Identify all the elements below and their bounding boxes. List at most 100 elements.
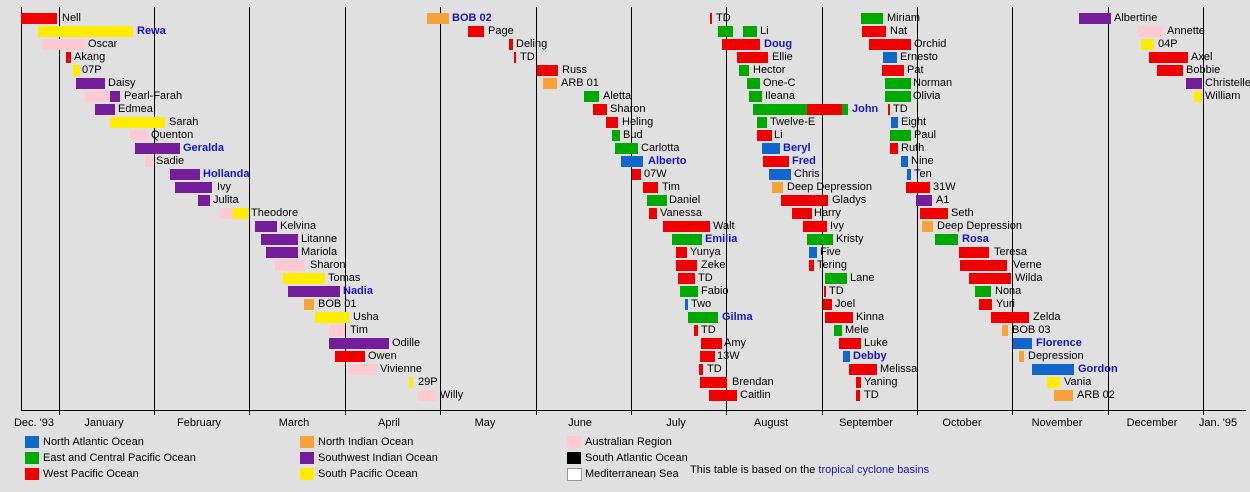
storm-label: Pearl-Farah [124, 90, 183, 102]
storm-bar [315, 312, 349, 323]
storm-label[interactable]: Emilia [705, 233, 738, 245]
storm-bar [233, 208, 249, 219]
storm-label[interactable]: Florence [1036, 337, 1082, 349]
storm-bar [1019, 351, 1024, 362]
storm-bar [427, 13, 449, 24]
storm-bar [606, 117, 618, 128]
storm-bar [329, 338, 389, 349]
storm-bar [781, 195, 828, 206]
storm-label[interactable]: Gilma [722, 311, 753, 323]
storm-bar [1141, 39, 1154, 50]
month-label: January [84, 417, 124, 429]
storm-bar [42, 39, 85, 50]
storm-bar [916, 195, 932, 206]
storm-label: Daisy [108, 77, 136, 89]
footnote: This table is based on the tropical cycl… [690, 464, 929, 476]
storm-label[interactable]: Debby [853, 350, 887, 362]
storm-label[interactable]: Hollanda [203, 168, 250, 180]
storm-label: Norman [913, 77, 953, 89]
storm-bar [1013, 338, 1032, 349]
storm-label[interactable]: Beryl [783, 142, 811, 154]
storm-label: Willy [440, 389, 464, 401]
storm-bar [709, 390, 737, 401]
storm-label: Fabio [701, 285, 729, 297]
storm-label[interactable]: Alberto [648, 155, 687, 167]
storm-bar [825, 273, 847, 284]
storm-label: Vanessa [660, 207, 702, 219]
storm-bar [762, 143, 780, 154]
storm-label: Caitlin [740, 389, 771, 401]
storm-label: One-C [763, 77, 796, 89]
storm-label[interactable]: Fred [792, 155, 816, 167]
storm-label: Sharon [610, 103, 646, 115]
storm-bar [739, 65, 749, 76]
storm-bar [663, 221, 710, 232]
storm-label: Brendan [732, 376, 774, 388]
storm-bar [807, 234, 833, 245]
storm-label: Theodore [251, 207, 299, 219]
storm-label: Ellie [772, 51, 793, 63]
storm-label: Daniel [669, 194, 701, 206]
storm-label: William [1205, 90, 1241, 102]
month-label: December [1126, 417, 1178, 429]
storm-label: Odille [392, 337, 421, 349]
storm-bar [1047, 377, 1060, 388]
storm-bar [1157, 65, 1183, 76]
storm-label[interactable]: Rewa [137, 25, 166, 37]
storm-label: Nona [995, 285, 1022, 297]
storm-bar [110, 91, 120, 102]
legend-swatch-med [567, 468, 582, 481]
legend-swatch-aus [567, 436, 581, 448]
storm-bar [792, 208, 812, 219]
storm-label: Tering [817, 259, 847, 271]
storm-label: Akang [74, 51, 106, 63]
storm-bar [288, 286, 340, 297]
month-gridline [440, 7, 441, 410]
storm-bar [747, 78, 760, 89]
storm-bar [834, 325, 842, 336]
storm-label: TD [716, 12, 731, 24]
storm-label: ARB 02 [1077, 389, 1115, 401]
storm-label: Harry [814, 207, 841, 219]
legend-label: South Atlantic Ocean [585, 452, 688, 464]
storm-bar [418, 390, 436, 401]
tropical-cyclone-basins-link[interactable]: tropical cyclone basins [818, 464, 930, 476]
storm-label: 13W [717, 350, 740, 362]
legend-swatch-ni [300, 436, 314, 448]
storm-bar [856, 377, 861, 388]
storm-label: Ivy [830, 220, 845, 232]
storm-label: Mariola [301, 246, 338, 258]
storm-label[interactable]: Nadia [343, 285, 373, 297]
storm-bar [883, 52, 897, 63]
storm-label: Miriam [887, 12, 920, 24]
storm-label: Sarah [169, 116, 199, 128]
storm-bar [979, 299, 992, 310]
storm-bar [922, 221, 933, 232]
storm-label[interactable]: Rosa [962, 233, 989, 245]
storm-label: Oscar [88, 38, 118, 50]
storm-label: Teresa [994, 246, 1028, 258]
storm-label[interactable]: Gordon [1078, 363, 1118, 375]
storm-label[interactable]: BOB 02 [452, 12, 492, 24]
storm-label[interactable]: John [852, 103, 879, 115]
storm-bar [1186, 78, 1202, 89]
storm-bar [920, 208, 948, 219]
storm-label[interactable]: Doug [764, 38, 793, 50]
month-gridline [1203, 7, 1204, 410]
storm-label: Two [691, 298, 712, 310]
storm-label[interactable]: Geralda [183, 142, 224, 154]
axis-tick [345, 410, 346, 415]
storm-bar [1138, 26, 1163, 37]
storm-bar [1079, 13, 1111, 24]
storm-bar [329, 325, 345, 336]
axis-tick [822, 410, 823, 415]
storm-label: Page [488, 25, 514, 37]
storm-label: Deep Depression [937, 220, 1022, 232]
storm-bar [612, 130, 620, 141]
storm-bar [509, 39, 513, 50]
legend-swatch-sa [567, 452, 581, 464]
storm-label: Kelvina [280, 220, 317, 232]
storm-label: Melissa [880, 363, 918, 375]
storm-bar [1054, 390, 1073, 401]
month-gridline [345, 7, 346, 410]
